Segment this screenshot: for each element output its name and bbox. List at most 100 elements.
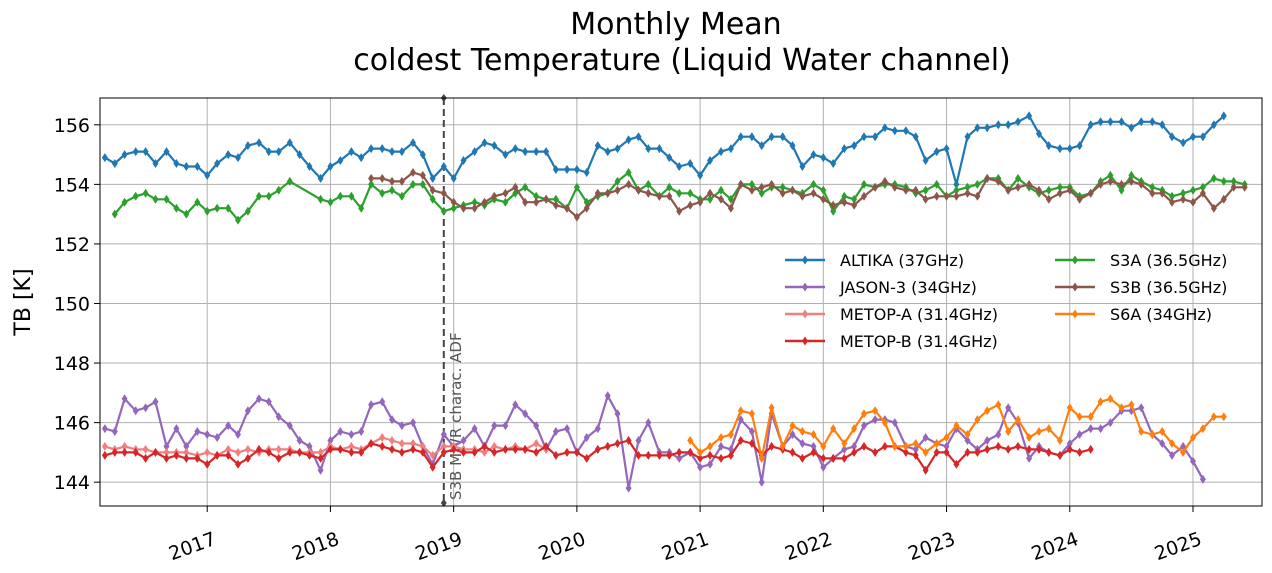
legend-label: S3A (36.5GHz) [1110,251,1227,270]
data-point [583,453,590,463]
data-point [1199,188,1206,198]
data-point [748,427,755,436]
data-point [995,441,1002,451]
data-point [727,430,734,439]
data-point [552,165,559,174]
data-point [265,447,272,457]
data-point [522,182,529,192]
data-point [902,441,909,451]
data-point [450,444,457,454]
data-point [1005,403,1012,413]
data-point [583,168,590,177]
data-point [902,185,909,195]
data-point [1169,439,1175,448]
data-point [768,441,775,451]
data-point [244,453,251,463]
data-point [1066,439,1073,448]
data-point [398,176,405,186]
data-point [337,444,344,454]
series-3 [101,436,1094,475]
data-point [1107,394,1114,404]
data-point [687,200,694,210]
data-point [697,197,704,207]
data-point [204,206,211,216]
data-point [718,147,724,157]
plot-frame [99,97,1263,507]
data-point [111,427,118,436]
data-point [389,444,395,454]
data-point [1199,474,1206,484]
data-point [429,194,436,204]
data-point [933,191,940,201]
data-point [296,150,303,160]
data-point [111,447,118,457]
data-point [552,427,559,436]
data-point [768,179,775,189]
data-point [635,450,642,460]
data-point [337,427,344,436]
data-point [953,421,960,431]
data-point [552,200,559,210]
data-point [235,153,241,163]
data-point [183,441,190,451]
data-point [358,203,365,213]
data-point [872,447,879,457]
data-point [286,421,293,431]
data-point [922,465,929,475]
data-point [872,132,879,142]
data-point [1036,185,1042,195]
data-point [1159,120,1166,130]
data-point [410,168,416,177]
data-point [1180,188,1187,198]
data-point [635,185,642,195]
data-point [1015,441,1021,451]
data-point [358,427,365,436]
data-point [984,436,991,445]
data-point [820,185,827,195]
data-point [922,433,929,442]
data-point [327,444,334,454]
series-line [104,114,1225,186]
data-point [1107,117,1114,127]
data-point [748,132,755,142]
data-point [522,444,529,454]
data-point [1097,117,1104,127]
legend-item: S3B (36.5GHz) [1055,278,1227,297]
data-point [964,132,971,142]
data-point [594,444,601,454]
data-point [861,191,867,201]
data-point [389,415,395,425]
data-point [368,173,375,183]
data-point [491,421,498,431]
data-point [1190,456,1196,466]
data-point [194,427,201,436]
data-point [379,441,386,451]
data-point [1210,173,1217,183]
data-point [429,462,436,472]
data-point [327,436,334,445]
data-point [789,421,796,431]
data-point [912,132,919,142]
legend-marker [802,255,808,265]
data-point [564,165,570,174]
data-point [758,182,765,192]
data-point [440,206,447,216]
data-point [286,138,293,148]
data-point [984,173,991,183]
data-point [235,215,241,225]
data-point [265,397,272,407]
data-point [1026,433,1033,442]
data-point [235,447,241,457]
data-point [718,185,724,195]
data-point [327,162,334,171]
data-point [604,147,611,157]
data-point [491,191,498,201]
data-point [286,447,293,457]
data-point [194,453,201,463]
data-point [337,156,344,165]
data-point [861,441,867,451]
data-point [614,185,621,195]
data-point [768,132,775,142]
data-point [737,436,744,445]
data-point [460,447,467,457]
